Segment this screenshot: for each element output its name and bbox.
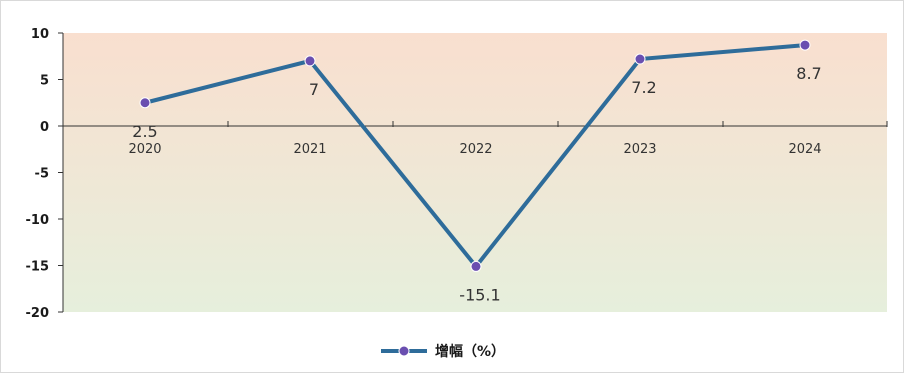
legend-marker-swatch <box>398 345 410 357</box>
y-tick-label: -20 <box>26 306 50 321</box>
data-point <box>470 260 482 272</box>
legend: 增幅（%） <box>381 343 505 360</box>
y-tick-label: -10 <box>26 213 50 228</box>
legend-label: 增幅（%） <box>435 343 505 360</box>
data-label: -15.1 <box>459 285 500 304</box>
data-point <box>799 39 811 51</box>
x-tick-label: 2021 <box>293 142 326 157</box>
data-point <box>304 55 316 67</box>
data-labels: 2.5 7 -15.1 7.2 8.7 <box>132 64 821 304</box>
y-tick-label: 10 <box>31 27 49 42</box>
data-point <box>634 53 646 65</box>
series-markers <box>139 39 811 272</box>
data-label: 7 <box>309 80 319 99</box>
y-tick-label: -5 <box>35 167 49 182</box>
x-tick-label: 2024 <box>788 142 821 157</box>
data-label: 8.7 <box>796 64 821 83</box>
data-point <box>139 97 151 109</box>
x-axis: 2020 2021 2022 2023 2024 <box>62 121 888 157</box>
x-tick-label: 2023 <box>623 142 656 157</box>
y-tick-label: -15 <box>26 260 50 275</box>
x-tick-label: 2020 <box>128 142 161 157</box>
y-tick-label: 5 <box>40 74 49 89</box>
data-label: 7.2 <box>631 78 656 97</box>
y-axis: 10 5 0 -5 -10 -15 -20 <box>26 27 63 321</box>
x-tick-label: 2022 <box>459 142 492 157</box>
y-tick-label: 0 <box>40 120 49 135</box>
data-label: 2.5 <box>132 122 157 141</box>
